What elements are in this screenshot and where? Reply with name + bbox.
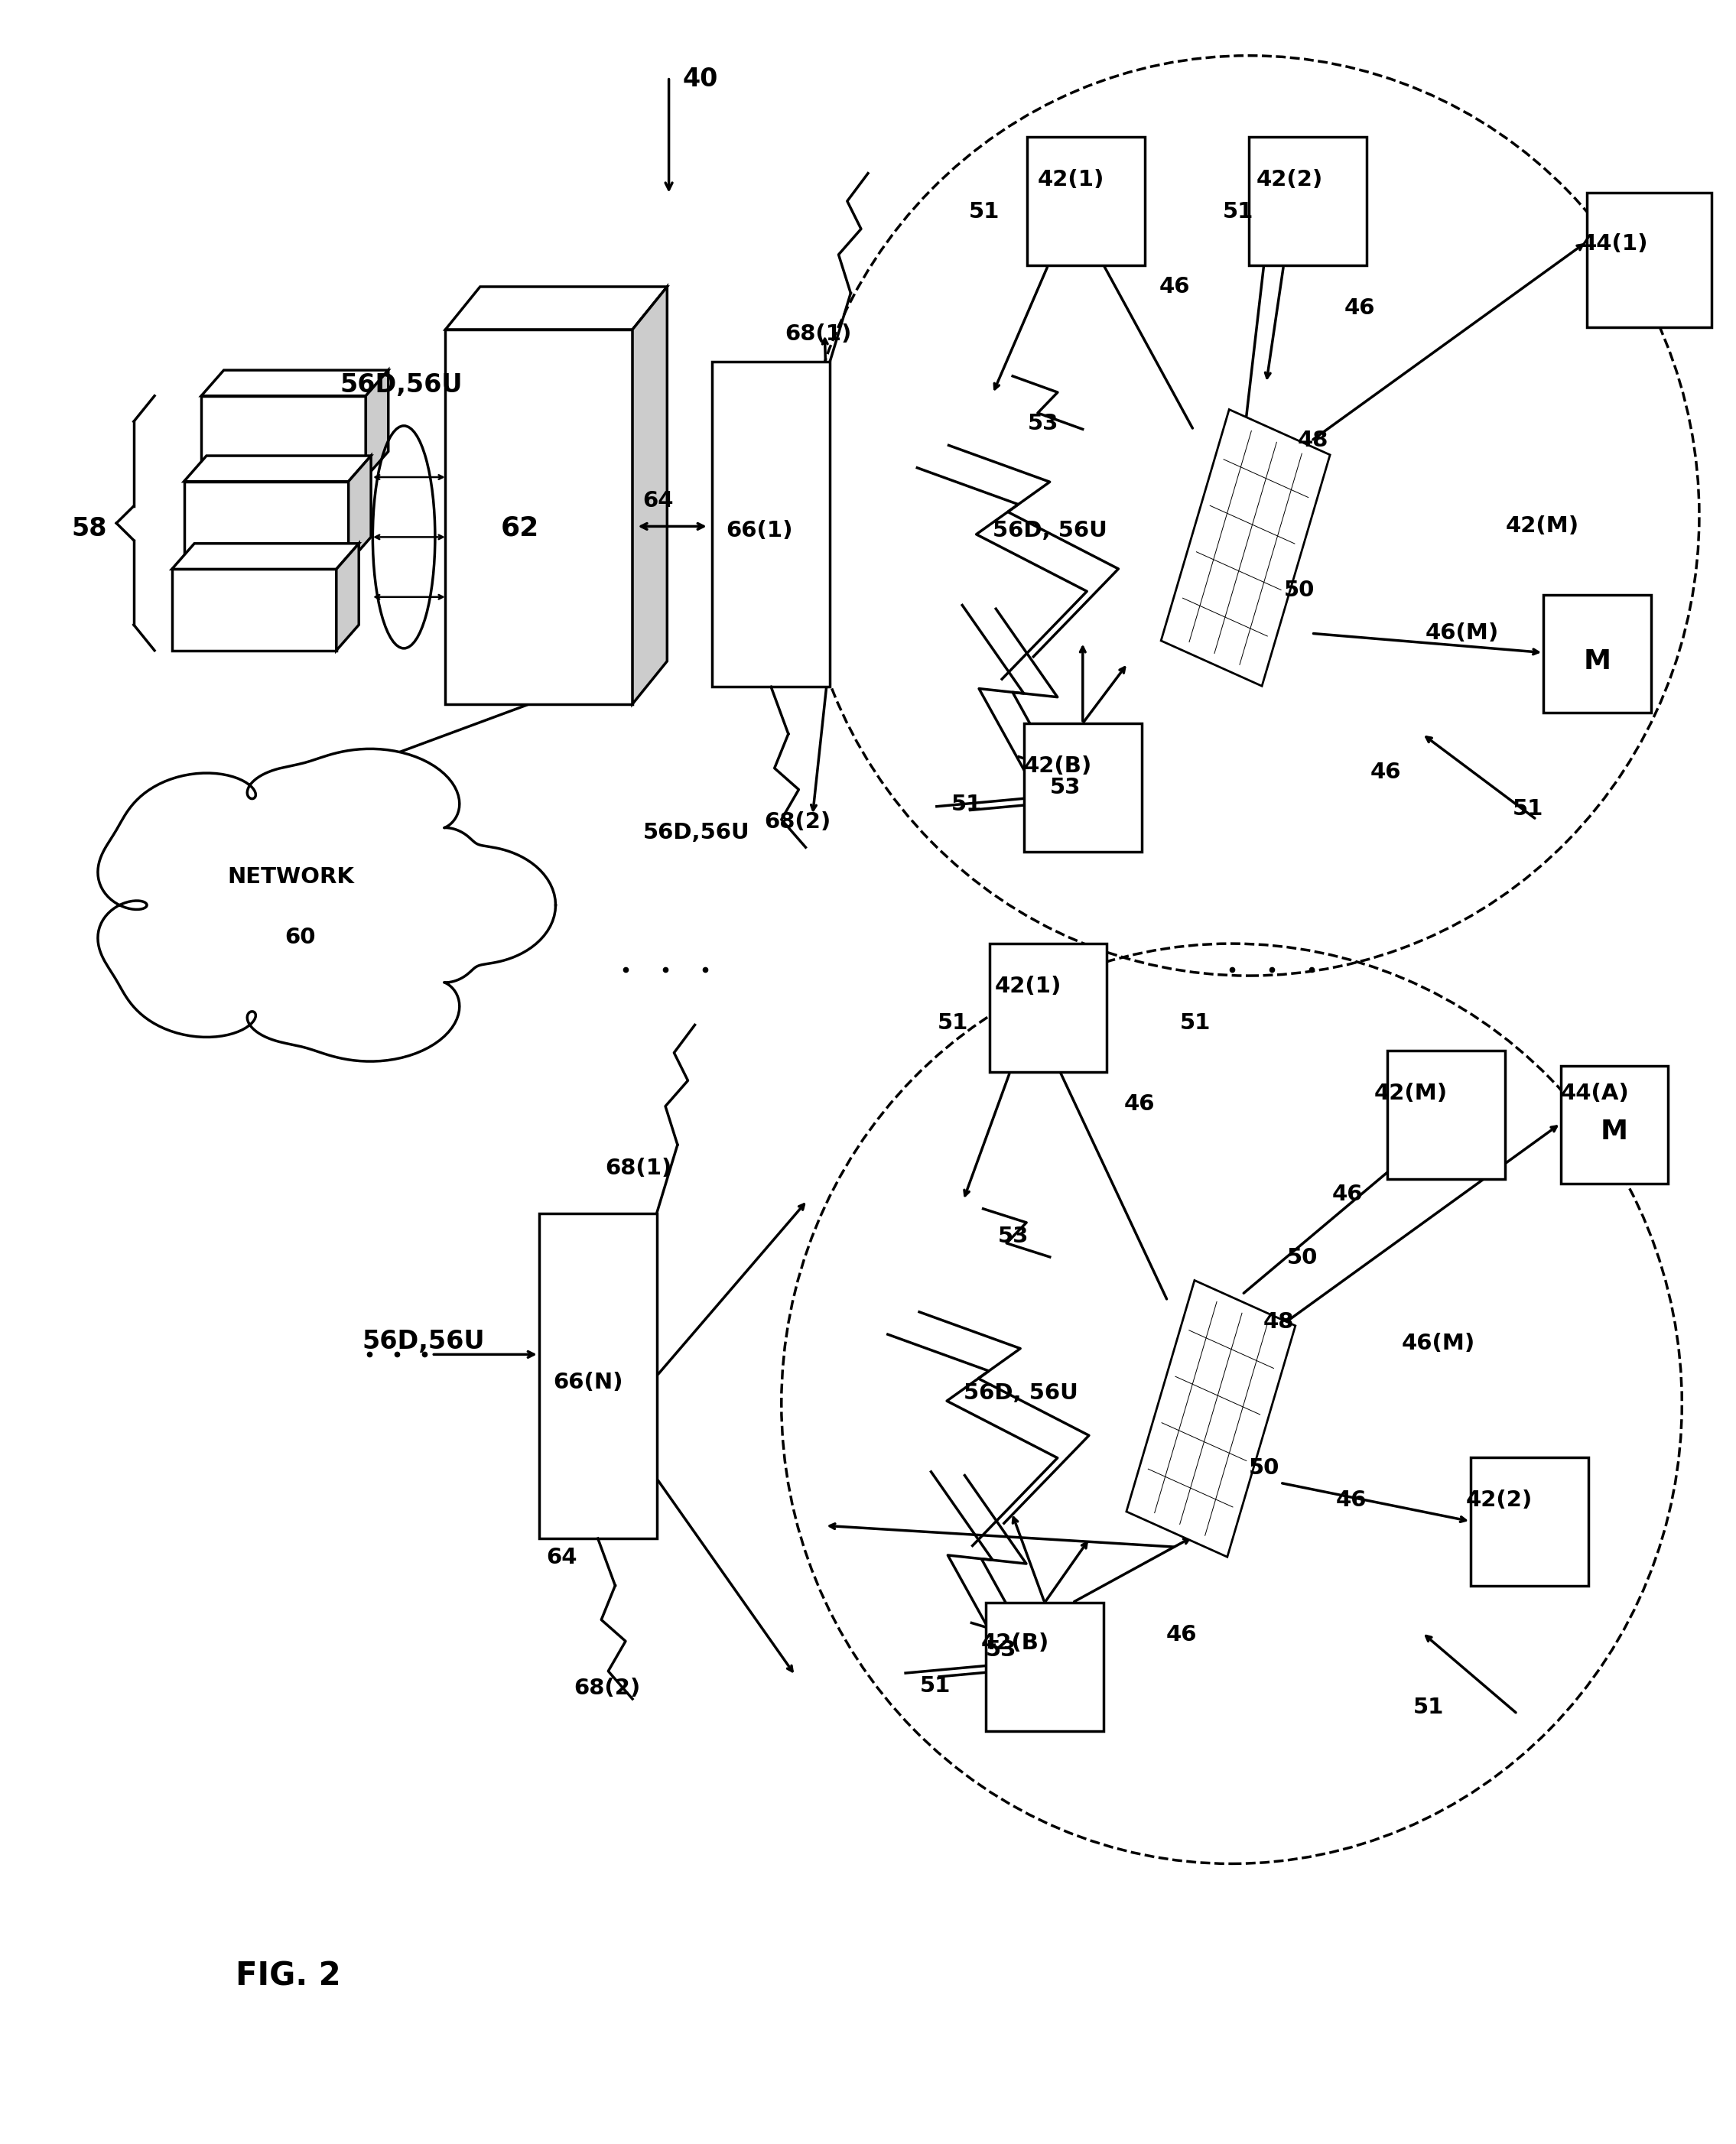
Text: 46: 46 — [1335, 1490, 1366, 1512]
Polygon shape — [632, 287, 667, 703]
Text: 44(1): 44(1) — [1581, 234, 1649, 255]
Text: 50: 50 — [1286, 1248, 1318, 1269]
Text: 51: 51 — [1180, 1012, 1210, 1033]
Text: 42(M): 42(M) — [1373, 1083, 1448, 1104]
Text: 42(M): 42(M) — [1505, 517, 1578, 536]
Polygon shape — [349, 457, 372, 562]
Text: FIG. 2: FIG. 2 — [236, 1960, 342, 1992]
Text: 42(1): 42(1) — [995, 976, 1061, 997]
Text: 46: 46 — [1370, 761, 1401, 783]
Text: 46(M): 46(M) — [1401, 1334, 1476, 1355]
Text: 48: 48 — [1262, 1312, 1293, 1334]
Text: 40: 40 — [682, 66, 719, 92]
Polygon shape — [366, 371, 389, 478]
Polygon shape — [184, 457, 372, 482]
Bar — [1543, 594, 1651, 712]
Text: 62: 62 — [502, 515, 540, 540]
Bar — [201, 397, 366, 478]
Text: 46: 46 — [1167, 1623, 1196, 1644]
Text: 44(A): 44(A) — [1561, 1083, 1630, 1104]
Text: 56D, 56U: 56D, 56U — [963, 1383, 1078, 1404]
Polygon shape — [1161, 410, 1330, 686]
Bar — [990, 943, 1108, 1072]
Polygon shape — [201, 371, 389, 397]
Text: 50: 50 — [1283, 579, 1314, 600]
Text: 42(1): 42(1) — [1038, 169, 1104, 191]
Text: 46: 46 — [1332, 1183, 1363, 1205]
Text: 51: 51 — [1413, 1696, 1444, 1717]
Text: 51: 51 — [969, 202, 1000, 223]
Bar — [1248, 137, 1366, 266]
Bar — [1387, 1051, 1505, 1179]
Text: 56D,56U: 56D,56U — [363, 1329, 484, 1355]
Text: 42(B): 42(B) — [981, 1632, 1049, 1653]
Text: 68(2): 68(2) — [764, 810, 832, 832]
Polygon shape — [337, 542, 359, 650]
Text: 51: 51 — [1512, 798, 1543, 819]
Text: M: M — [1601, 1119, 1628, 1145]
Bar — [1561, 1066, 1668, 1183]
Polygon shape — [446, 287, 667, 330]
Bar — [446, 330, 632, 703]
Text: M: M — [1583, 647, 1611, 673]
Text: 51: 51 — [937, 1012, 969, 1033]
Text: 50: 50 — [1248, 1458, 1279, 1479]
Bar — [986, 1604, 1104, 1730]
Text: 51: 51 — [951, 793, 983, 815]
Bar — [712, 362, 830, 686]
Text: 51: 51 — [920, 1674, 951, 1696]
Bar — [1024, 723, 1142, 851]
Text: 48: 48 — [1297, 431, 1328, 452]
Text: 42(2): 42(2) — [1255, 169, 1323, 191]
Text: 51: 51 — [1222, 202, 1253, 223]
Bar — [1028, 137, 1146, 266]
Text: 64: 64 — [642, 491, 674, 512]
Text: 46: 46 — [1160, 277, 1189, 298]
Text: 56D, 56U: 56D, 56U — [993, 521, 1108, 540]
Text: 46: 46 — [1344, 298, 1375, 319]
Polygon shape — [97, 748, 556, 1061]
Text: 53: 53 — [998, 1226, 1029, 1248]
Bar — [184, 482, 349, 562]
Text: 53: 53 — [1050, 776, 1082, 798]
Polygon shape — [1127, 1280, 1295, 1557]
Text: 64: 64 — [545, 1548, 576, 1569]
Text: 42(2): 42(2) — [1465, 1490, 1533, 1512]
Text: 56D,56U: 56D,56U — [340, 373, 464, 399]
Bar — [538, 1214, 656, 1539]
Bar — [1587, 193, 1712, 328]
Text: 56D,56U: 56D,56U — [642, 821, 750, 843]
Text: NETWORK: NETWORK — [227, 866, 354, 888]
Text: 68(1): 68(1) — [604, 1158, 672, 1179]
Bar — [1470, 1458, 1588, 1587]
Text: 60: 60 — [285, 926, 316, 948]
Text: 46(M): 46(M) — [1425, 622, 1500, 643]
Text: 68(2): 68(2) — [573, 1677, 641, 1698]
Text: 42(B): 42(B) — [1024, 755, 1092, 776]
Text: 68(1): 68(1) — [785, 324, 852, 345]
Text: 66(N): 66(N) — [552, 1372, 623, 1394]
Text: 46: 46 — [1125, 1093, 1154, 1115]
Text: 53: 53 — [986, 1638, 1017, 1659]
Polygon shape — [172, 542, 359, 568]
Text: 53: 53 — [1028, 414, 1059, 435]
Bar — [172, 568, 337, 650]
Text: 66(1): 66(1) — [726, 521, 793, 540]
Text: 58: 58 — [71, 517, 108, 540]
